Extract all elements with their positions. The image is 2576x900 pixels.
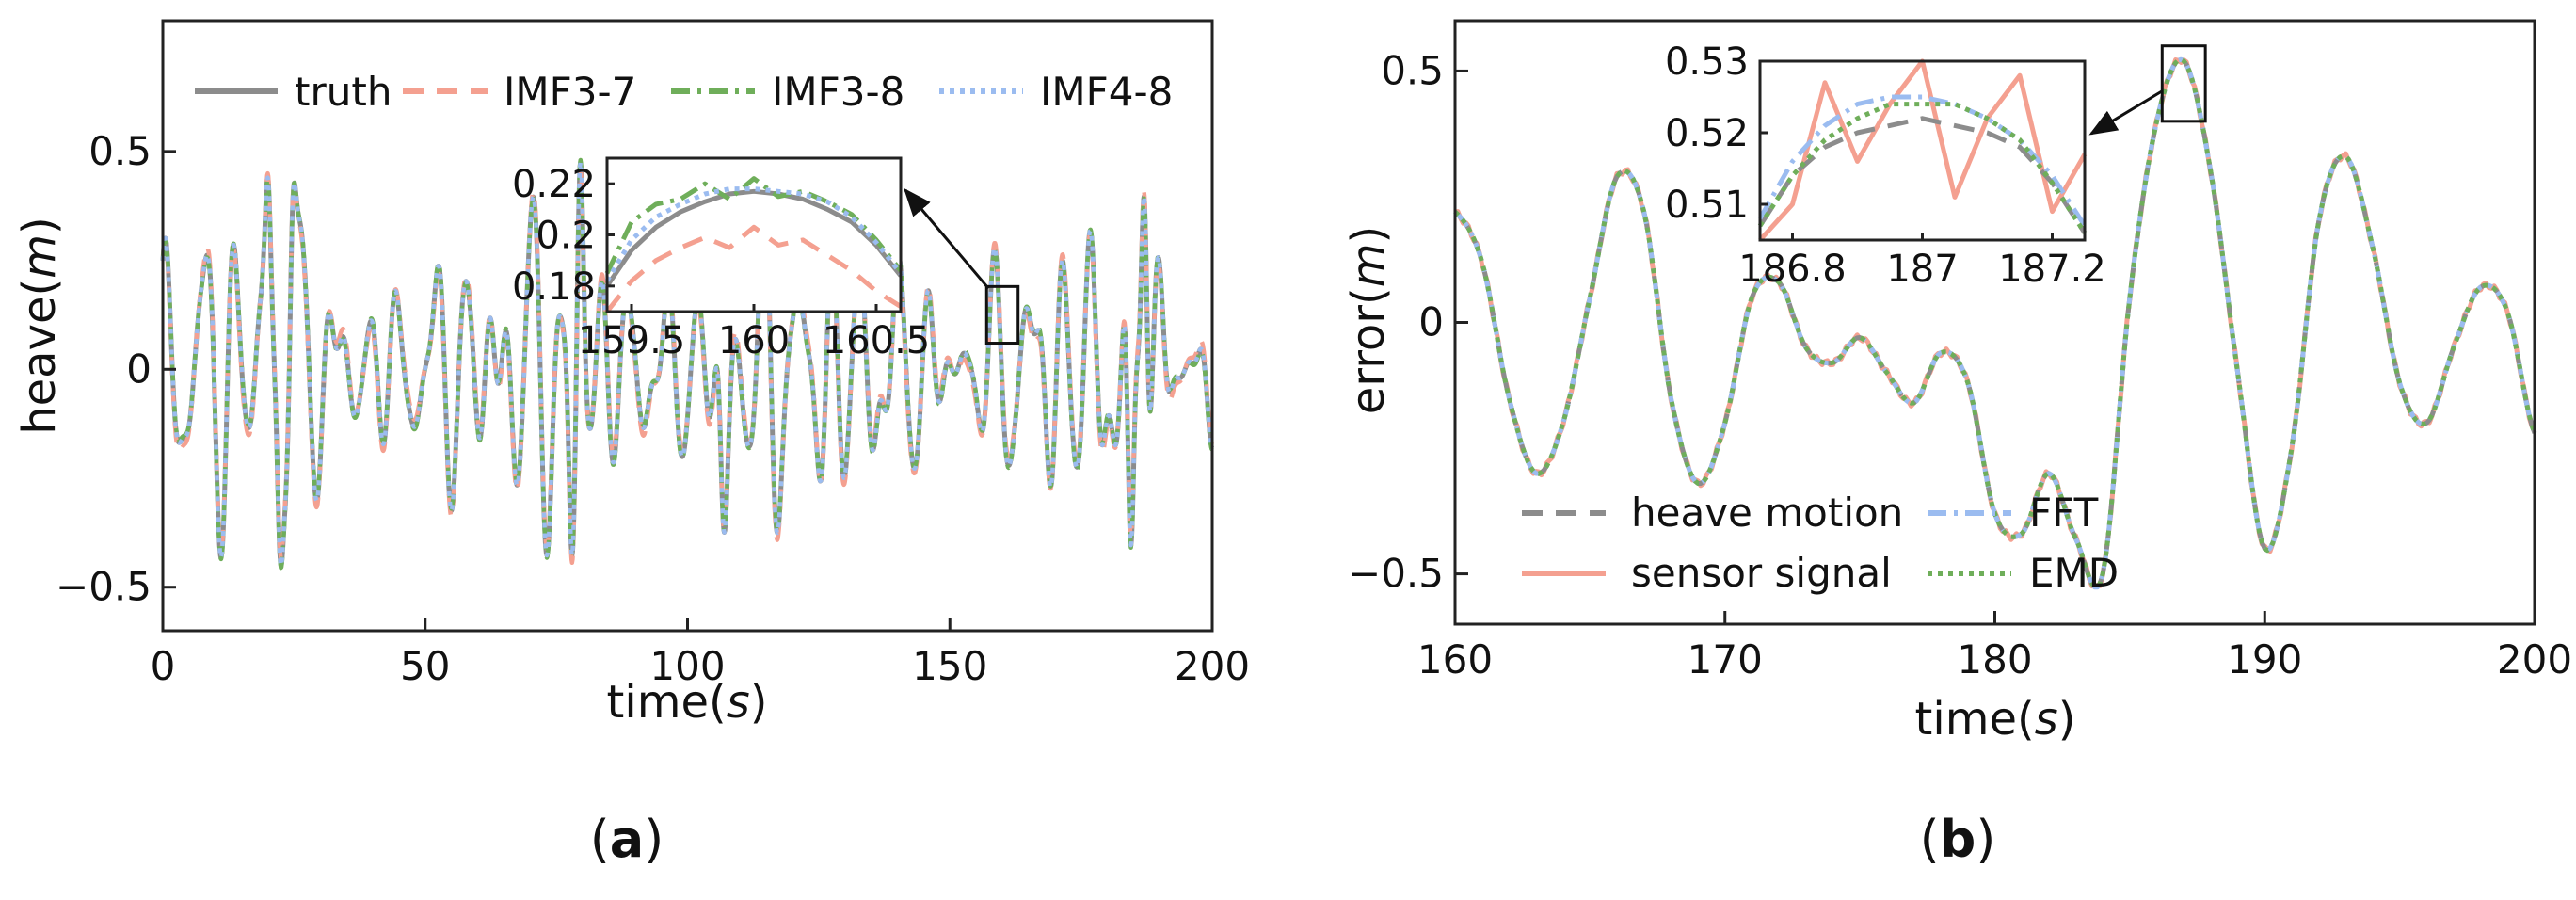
x-tick-label: 160 <box>718 319 790 362</box>
legend-label-emd: EMD <box>2029 550 2119 596</box>
panel-b-y-ticks: −0.5 0 0.5 <box>1348 47 1468 597</box>
panel-a-inset-background <box>607 158 901 312</box>
x-tick-label: 150 <box>912 643 987 689</box>
y-tick-label: 0.18 <box>512 265 596 309</box>
x-tick-label: 159.5 <box>578 319 686 362</box>
x-tick-label: 200 <box>1175 643 1250 689</box>
panel-b-zoom-arrow <box>2088 89 2164 136</box>
legend-label-imf4-8: IMF4-8 <box>1040 69 1173 115</box>
legend-label-imf3-8: IMF3-8 <box>772 69 904 115</box>
y-tick-label: 0 <box>126 346 152 392</box>
y-tick-label: 0 <box>1418 299 1444 346</box>
panel-b-legend: heave motion FFT sensor signal EMD <box>1522 490 2119 596</box>
y-tick-label: 0.51 <box>1665 184 1749 227</box>
x-tick-label: 190 <box>2227 636 2302 683</box>
x-tick-label: 170 <box>1688 636 1763 683</box>
panel-a-x-ticks: 0 50 100 150 200 <box>151 618 1250 689</box>
panel-a-y-axis-label: heave(m) <box>13 217 66 435</box>
panel-a-caption: (a) <box>590 810 664 869</box>
inset-series-imf3-8 <box>604 176 903 275</box>
panel-a-zoom-arrow <box>904 187 990 290</box>
y-tick-label: 0.53 <box>1665 40 1749 84</box>
y-tick-label: 0.5 <box>88 128 152 174</box>
x-tick-label: 187 <box>1886 248 1958 291</box>
panel-a-y-ticks: −0.5 0 0.5 <box>56 128 176 610</box>
panel-a-x-axis-label: time(s) <box>607 676 768 729</box>
legend-label-sensor-signal: sensor signal <box>1631 550 1892 596</box>
inset-series-imf3-7 <box>605 224 903 313</box>
y-tick-label: 0.22 <box>512 163 596 206</box>
y-tick-label: −0.5 <box>56 564 152 610</box>
legend-label-imf3-7: IMF3-7 <box>504 69 636 115</box>
x-tick-label: 0 <box>151 643 176 689</box>
panel-b-caption: (b) <box>1920 810 1996 869</box>
inset-series-fft <box>1757 94 2088 228</box>
panel-a-inset-ticks: 159.5 160 160.5 0.18 0.2 0.22 <box>512 163 930 362</box>
panel-a-inset-plot <box>604 176 903 313</box>
series-line-imf3-8 <box>160 157 1214 571</box>
panel-a-zoom-box <box>984 284 1020 346</box>
panel-b-chart: 160 170 180 190 200 −0.5 0 0.5 time(s) error(m… <box>1342 19 2572 869</box>
legend-label-fft: FFT <box>2029 490 2099 536</box>
x-tick-label: 50 <box>400 643 450 689</box>
x-tick-label: 186.8 <box>1738 248 1847 291</box>
x-tick-label: 100 <box>649 643 725 689</box>
panel-a-plot-area <box>160 157 1215 571</box>
x-tick-label: 200 <box>2497 636 2572 683</box>
panel-b-zoom-box <box>2160 44 2207 123</box>
panel-b-inset-ticks: 186.8 187 187.2 0.51 0.52 0.53 <box>1665 40 2106 291</box>
x-tick-label: 160 <box>1417 636 1493 683</box>
legend-label-truth: truth <box>295 69 392 115</box>
y-tick-label: 0.5 <box>1381 47 1444 93</box>
panel-b-inset: 186.8 187 187.2 0.51 0.52 0.53 <box>1665 40 2106 291</box>
inset-series-heave-motion <box>1757 116 2088 234</box>
x-tick-label: 160.5 <box>823 319 931 362</box>
panel-b-x-axis-label: time(s) <box>1915 693 2076 746</box>
y-tick-label: −0.5 <box>1348 551 1444 597</box>
y-tick-label: 0.2 <box>536 215 596 258</box>
series-line-imf4-8 <box>160 160 1214 568</box>
legend-label-heave-motion: heave motion <box>1631 490 1903 536</box>
panel-b-x-ticks: 160 170 180 190 200 <box>1417 611 2572 683</box>
inset-series-truth <box>604 188 903 288</box>
panel-b-y-axis-label: error(m) <box>1342 226 1395 414</box>
panel-a-chart: 0 50 100 150 200 −0.5 0 0.5 time(s) heave(m) t… <box>13 19 1250 869</box>
panel-a-legend: truth IMF3-7 IMF3-8 IMF4-8 <box>195 69 1173 115</box>
y-tick-label: 0.52 <box>1665 112 1749 155</box>
x-tick-label: 180 <box>1957 636 2032 683</box>
panel-a-inset: 159.5 160 160.5 0.18 0.2 0.22 <box>512 156 930 362</box>
x-tick-label: 187.2 <box>1998 248 2106 291</box>
series-line-imf3-7 <box>160 167 1215 566</box>
